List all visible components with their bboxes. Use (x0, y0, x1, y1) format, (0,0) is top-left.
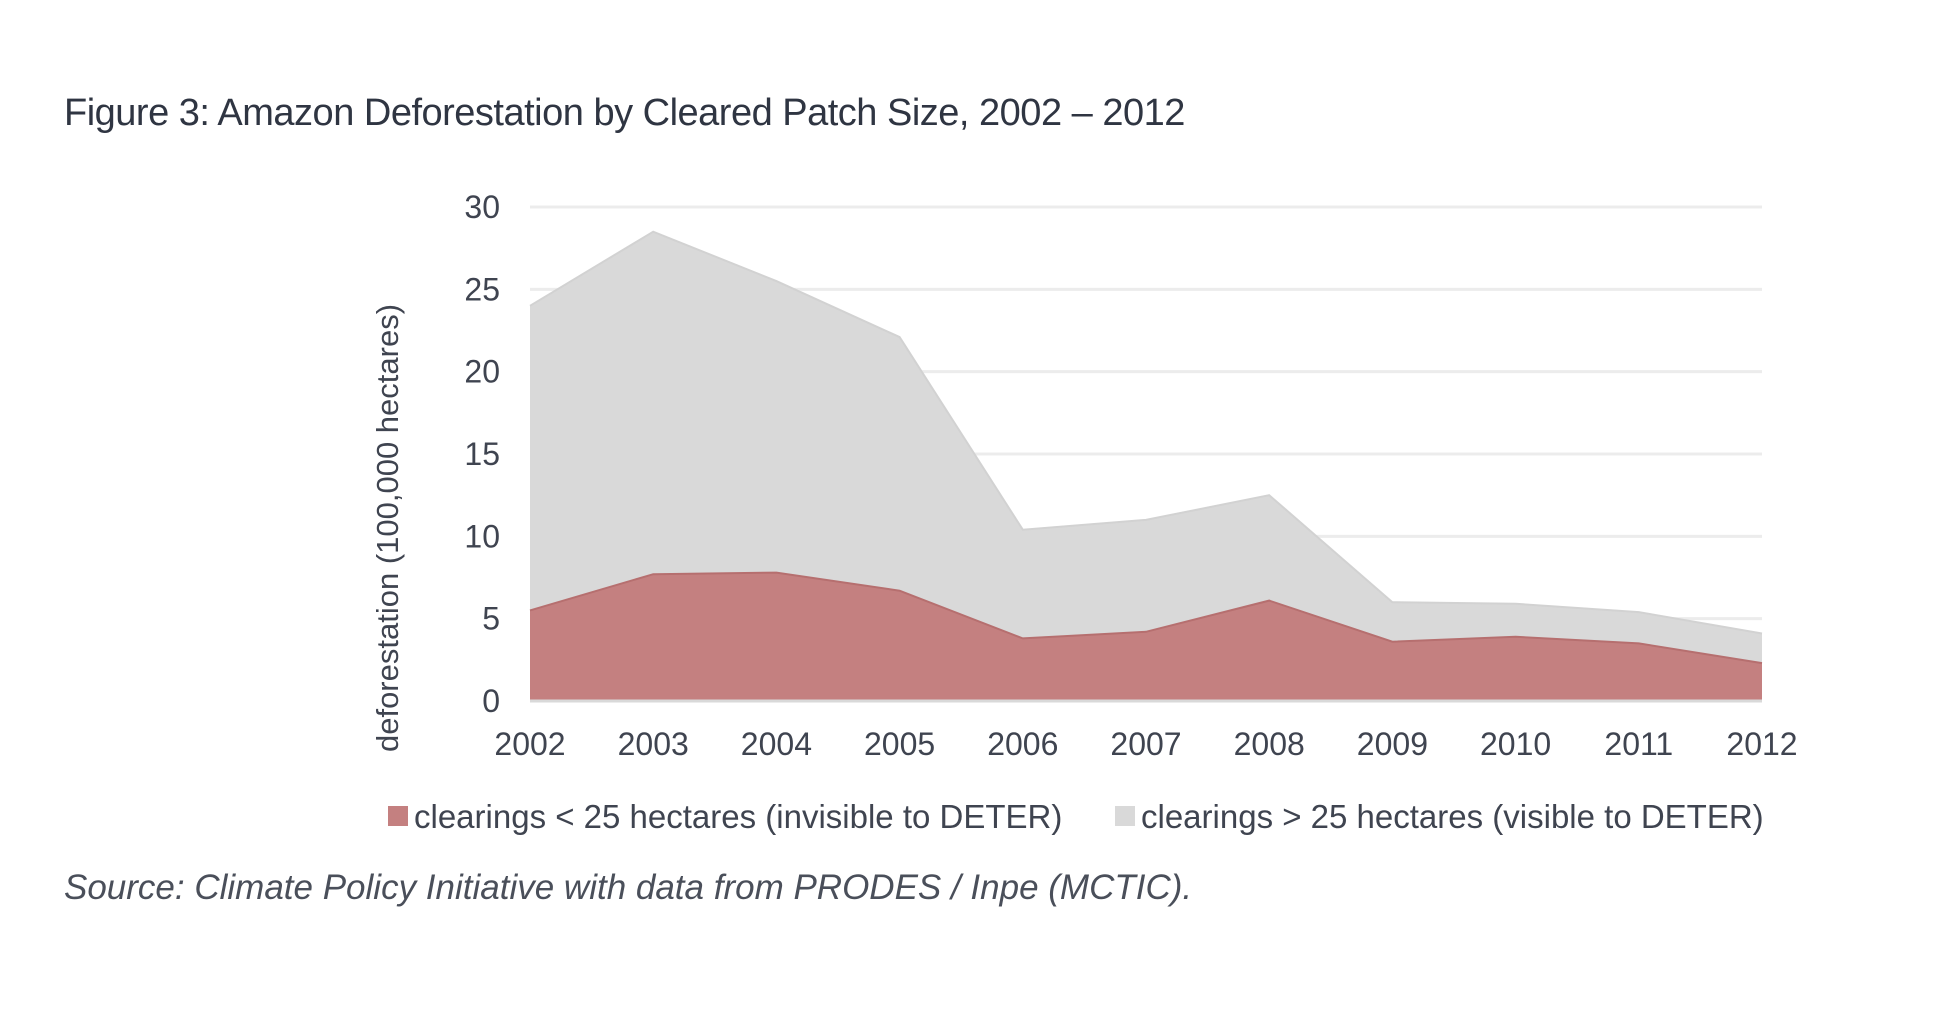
x-tick-label: 2005 (864, 726, 935, 762)
y-axis-ticks: 0 5 10 15 20 25 30 (464, 189, 500, 719)
x-tick-label: 2011 (1604, 726, 1673, 762)
y-tick-label: 25 (464, 271, 500, 307)
x-tick-label: 2008 (1234, 726, 1305, 762)
y-tick-label: 15 (464, 436, 500, 472)
x-tick-label: 2006 (987, 726, 1058, 762)
source-note: Source: Climate Policy Initiative with d… (64, 868, 1193, 907)
area-series (529, 230, 1763, 703)
x-tick-label: 2007 (1110, 726, 1181, 762)
legend-label: clearings < 25 hectares (invisible to DE… (414, 798, 1062, 835)
area-series-edge (529, 230, 1763, 635)
legend: clearings < 25 hectares (invisible to DE… (388, 798, 1764, 835)
x-tick-label: 2002 (494, 726, 565, 762)
y-tick-label: 0 (482, 683, 500, 719)
area-series-small-clearings (530, 572, 1762, 701)
x-tick-label: 2010 (1480, 726, 1551, 762)
legend-swatch (1115, 806, 1135, 826)
y-tick-label: 5 (482, 601, 500, 637)
y-axis-title: deforestation (100,000 hectares) (370, 304, 405, 752)
chart-title: Figure 3: Amazon Deforestation by Cleare… (64, 92, 1185, 134)
x-tick-label: 2009 (1357, 726, 1428, 762)
x-axis-ticks: 2002 2003 2004 2005 2006 2007 2008 2009 2010 2011… (494, 726, 1797, 762)
y-tick-label: 20 (464, 354, 500, 390)
x-tick-label: 2012 (1726, 726, 1797, 762)
legend-swatch (388, 806, 408, 826)
y-tick-label: 30 (464, 189, 500, 225)
x-tick-label: 2003 (618, 726, 689, 762)
area-series-edge (529, 571, 1763, 665)
legend-label: clearings > 25 hectares (visible to DETE… (1141, 798, 1764, 835)
x-tick-label: 2004 (741, 726, 812, 762)
y-tick-label: 10 (464, 518, 500, 554)
